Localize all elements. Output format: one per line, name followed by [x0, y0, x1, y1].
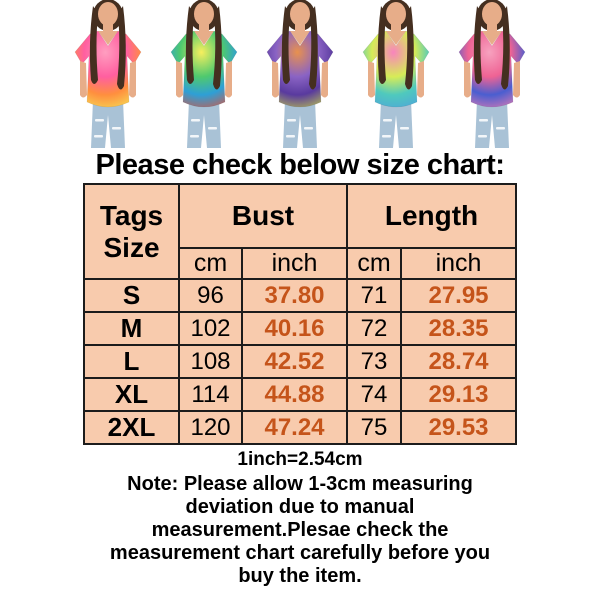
product-photo-3	[266, 0, 334, 148]
tags-size-header: Tags Size	[83, 183, 180, 280]
length-cm-value: 71	[346, 278, 402, 313]
bust-inch-value: 37.80	[241, 278, 348, 313]
size-label: S	[83, 278, 180, 313]
measurement-note: Note: Please allow 1-3cm measuring devia…	[0, 473, 600, 588]
length-inch-value: 28.74	[400, 344, 517, 379]
bust-header: Bust	[178, 183, 348, 249]
length-cm-value: 75	[346, 410, 402, 445]
length-inch-value: 29.53	[400, 410, 517, 445]
note-line: Note: Please allow 1-3cm measuring	[127, 473, 473, 495]
bust-cm-value: 102	[178, 311, 243, 346]
bust-cm-value: 114	[178, 377, 243, 412]
size-label: L	[83, 344, 180, 379]
bust-inch-value: 44.88	[241, 377, 348, 412]
note-line: measurement.Plesae check the	[151, 519, 449, 541]
bust-cm-value: 96	[178, 278, 243, 313]
bust-cm-value: 120	[178, 410, 243, 445]
length-header: Length	[346, 183, 517, 249]
product-photos-row	[0, 0, 600, 148]
length-cm-value: 73	[346, 344, 402, 379]
size-label: M	[83, 311, 180, 346]
length-inch-value: 29.13	[400, 377, 517, 412]
product-photo-1	[74, 0, 142, 148]
bust-cm-header: cm	[178, 247, 243, 280]
group-header-row: Tags Size Bust Length	[83, 183, 517, 280]
product-photo-4	[362, 0, 430, 148]
bust-inch-value: 47.24	[241, 410, 348, 445]
product-photo-2	[170, 0, 238, 148]
length-inch-value: 28.35	[400, 311, 517, 346]
length-cm-value: 72	[346, 311, 402, 346]
length-inch-value: 27.95	[400, 278, 517, 313]
note-line: deviation due to manual	[185, 496, 415, 518]
model-illustration	[74, 0, 142, 148]
bust-cm-value: 108	[178, 344, 243, 379]
page-title: Please check below size chart:	[95, 149, 505, 181]
size-label: 2XL	[83, 410, 180, 445]
inch-cm-conversion: 1inch=2.54cm	[237, 449, 363, 470]
bust-inch-value: 40.16	[241, 311, 348, 346]
note-line: measurement chart carefully before you	[109, 542, 491, 564]
size-row-s: S 96 37.80 71 27.95	[83, 278, 517, 313]
unit-header-row: cm inch cm inch	[84, 247, 517, 280]
size-row-m: M 102 40.16 72 28.35	[83, 311, 517, 346]
model-illustration	[170, 0, 238, 148]
size-row-2xl: 2XL 120 47.24 75 29.53	[83, 410, 517, 445]
length-cm-value: 74	[346, 377, 402, 412]
model-illustration	[458, 0, 526, 148]
note-line: buy the item.	[238, 565, 362, 587]
length-cm-header: cm	[346, 247, 402, 280]
bust-inch-value: 42.52	[241, 344, 348, 379]
bust-inch-header: inch	[241, 247, 348, 280]
model-illustration	[266, 0, 334, 148]
size-label: XL	[83, 377, 180, 412]
product-photo-5	[458, 0, 526, 148]
size-row-l: L 108 42.52 73 28.74	[83, 344, 517, 379]
size-chart-table: Tags Size Bust Length cm inch cm inch S …	[83, 183, 517, 445]
length-inch-header: inch	[400, 247, 517, 280]
model-illustration	[362, 0, 430, 148]
size-row-xl: XL 114 44.88 74 29.13	[83, 377, 517, 412]
